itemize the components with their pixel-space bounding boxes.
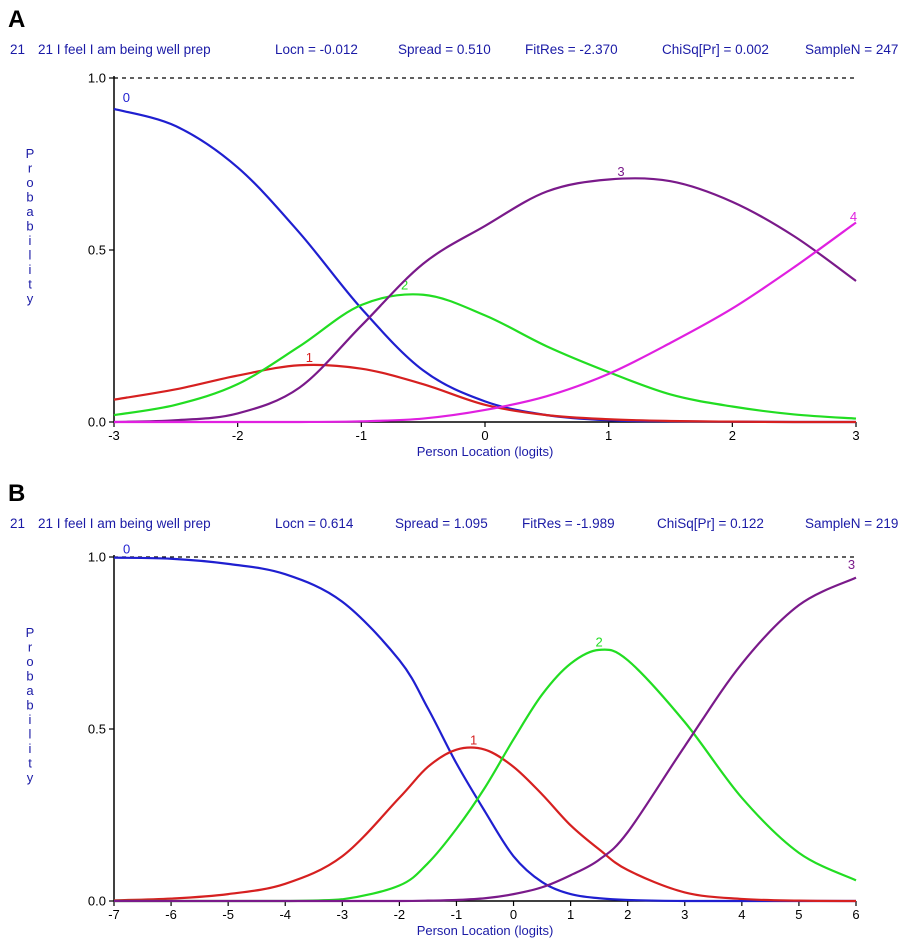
y-axis-label-letter: r [28, 640, 33, 655]
x-axis-label: Person Location (logits) [417, 923, 554, 938]
panel-a: A 21 21 I feel I am being well prep Locn… [8, 6, 921, 460]
x-tick-label: 1 [605, 428, 612, 443]
panel-letter: A [8, 6, 26, 33]
y-axis-label-letter: a [26, 683, 34, 698]
y-axis-label-letter: t [28, 756, 32, 771]
series-line-category-0 [113, 107, 856, 424]
y-tick-label: 0.5 [88, 722, 106, 737]
series-label-category-4: 4 [850, 209, 857, 224]
y-axis-label-letter: t [28, 277, 32, 292]
y-axis-label-letter: y [27, 770, 34, 785]
y-tick-label: 0.0 [88, 415, 106, 430]
series-line-category-3 [114, 576, 857, 903]
location-stat: Locn = 0.614 [275, 516, 354, 531]
item-header: 21 21 I feel I am being well prep Locn =… [10, 516, 921, 534]
fitres-stat: FitRes = -1.989 [522, 516, 615, 531]
y-axis-label-letter: b [26, 190, 33, 205]
series-label-category-1: 1 [470, 732, 477, 747]
series-label-category-0: 0 [123, 90, 130, 105]
series-line-category-1 [113, 363, 856, 424]
series-label-category-2: 2 [401, 278, 408, 293]
y-axis-label-letter: b [26, 219, 33, 234]
series-line-category-3 [113, 177, 857, 424]
y-axis-label-letter: b [26, 698, 33, 713]
x-tick-label: 4 [738, 907, 745, 922]
series-label-category-2: 2 [596, 634, 603, 649]
category-probability-chart-b: 0.0 0.5 1.0 -7 -6 -5 -4 -3 -2 -1 0 1 2 3 4 5 6 Person Loc… [26, 542, 860, 938]
y-axis-label-letter: y [27, 291, 34, 306]
location-stat: Locn = -0.012 [275, 42, 358, 57]
y-tick-label: 1.0 [88, 71, 106, 86]
y-tick-label: 0.0 [88, 894, 106, 909]
y-axis-label-letter: l [29, 727, 32, 742]
x-tick-label: -5 [222, 907, 234, 922]
x-tick-label: 6 [852, 907, 859, 922]
x-tick-label: -3 [108, 428, 120, 443]
x-tick-label: -2 [232, 428, 244, 443]
item-text: 21 I feel I am being well prep [38, 516, 211, 531]
x-axis-label: Person Location (logits) [417, 444, 554, 459]
x-tick-label: 5 [795, 907, 802, 922]
y-axis-label-letter: o [26, 175, 33, 190]
x-tick-label: 2 [624, 907, 631, 922]
y-tick-label: 0.5 [88, 243, 106, 258]
y-axis-label-letter: i [29, 262, 32, 277]
x-tick-label: -1 [451, 907, 463, 922]
item-text: 21 I feel I am being well prep [38, 42, 211, 57]
x-tick-label: -7 [108, 907, 120, 922]
item-number: 21 [10, 516, 26, 531]
y-axis-label-letter: a [26, 204, 34, 219]
x-tick-label: -1 [356, 428, 368, 443]
y-axis-label-letter: b [26, 669, 33, 684]
y-axis-label-letter: r [28, 161, 33, 176]
x-tick-label: 0 [481, 428, 488, 443]
x-tick-label: -4 [279, 907, 291, 922]
series-line-category-2 [114, 648, 857, 903]
series-line-category-4 [113, 221, 857, 424]
series-label-category-0: 0 [123, 542, 130, 557]
item-number: 21 [10, 42, 26, 57]
x-tick-label: 2 [729, 428, 736, 443]
x-tick-label: -2 [394, 907, 406, 922]
fitres-stat: FitRes = -2.370 [525, 42, 618, 57]
panel-b: B 21 21 I feel I am being well prep Locn… [0, 474, 921, 948]
x-tick-label: 1 [567, 907, 574, 922]
y-axis-label-letter: P [26, 146, 35, 161]
spread-stat: Spread = 0.510 [398, 42, 491, 57]
x-tick-label: 0 [510, 907, 517, 922]
y-axis-label-letter: i [29, 741, 32, 756]
x-tick-label: -3 [337, 907, 349, 922]
spread-stat: Spread = 1.095 [395, 516, 488, 531]
y-axis-label-letter: i [29, 712, 32, 727]
sample-size-stat: SampleN = 247 [805, 42, 899, 57]
category-probability-chart-a: 0.0 0.5 1.0 -3 -2 -1 0 1 2 3 Person Location (logi… [26, 71, 860, 460]
series-line-category-2 [113, 293, 857, 420]
y-axis-label-letter: P [26, 625, 35, 640]
item-header: 21 21 I feel I am being well prep Locn =… [10, 42, 921, 60]
chisq-stat: ChiSq[Pr] = 0.002 [662, 42, 769, 57]
series-line-category-1 [113, 746, 857, 903]
chisq-stat: ChiSq[Pr] = 0.122 [657, 516, 764, 531]
series-label-category-3: 3 [848, 557, 855, 572]
y-axis-label-letter: i [29, 233, 32, 248]
panel-letter: B [8, 480, 26, 507]
series-line-category-0 [113, 556, 856, 903]
series-label-category-1: 1 [306, 350, 313, 365]
y-tick-label: 1.0 [88, 550, 106, 565]
series-label-category-3: 3 [617, 164, 624, 179]
x-tick-label: 3 [681, 907, 688, 922]
y-axis-label-letter: o [26, 654, 33, 669]
y-axis-label-letter: l [29, 248, 32, 263]
x-tick-label: 3 [852, 428, 859, 443]
x-tick-label: -6 [165, 907, 177, 922]
sample-size-stat: SampleN = 219 [805, 516, 899, 531]
